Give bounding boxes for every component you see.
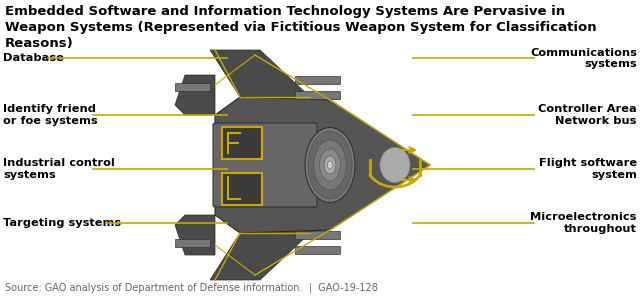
FancyBboxPatch shape [213, 123, 317, 207]
Text: Source: GAO analysis of Department of Defense information.  |  GAO-19-128: Source: GAO analysis of Department of De… [5, 283, 378, 293]
Text: Targeting systems: Targeting systems [3, 218, 122, 228]
Ellipse shape [324, 156, 336, 174]
Ellipse shape [314, 140, 346, 190]
FancyBboxPatch shape [222, 127, 262, 159]
Ellipse shape [308, 131, 352, 199]
Polygon shape [175, 239, 210, 247]
Ellipse shape [380, 147, 410, 182]
Polygon shape [210, 50, 360, 123]
Polygon shape [175, 83, 210, 91]
Text: Flight software
system: Flight software system [539, 158, 637, 180]
Text: Microelectronics
throughout: Microelectronics throughout [531, 212, 637, 234]
Polygon shape [210, 207, 360, 280]
Text: Database: Database [3, 53, 64, 63]
Ellipse shape [319, 149, 340, 181]
Polygon shape [295, 246, 340, 254]
Ellipse shape [305, 127, 355, 202]
Text: Communications
systems: Communications systems [530, 48, 637, 69]
Text: Identify friend
or foe systems: Identify friend or foe systems [3, 104, 98, 126]
Text: Embedded Software and Information Technology Systems Are Pervasive in
Weapon Sys: Embedded Software and Information Techno… [5, 5, 596, 50]
Polygon shape [295, 231, 340, 239]
Polygon shape [295, 91, 340, 99]
Text: Controller Area
Network bus: Controller Area Network bus [538, 104, 637, 126]
Polygon shape [175, 75, 215, 115]
Polygon shape [295, 76, 340, 84]
Polygon shape [215, 97, 430, 233]
Ellipse shape [328, 161, 333, 169]
FancyBboxPatch shape [222, 173, 262, 205]
Polygon shape [175, 215, 215, 255]
Text: Industrial control
systems: Industrial control systems [3, 158, 115, 180]
